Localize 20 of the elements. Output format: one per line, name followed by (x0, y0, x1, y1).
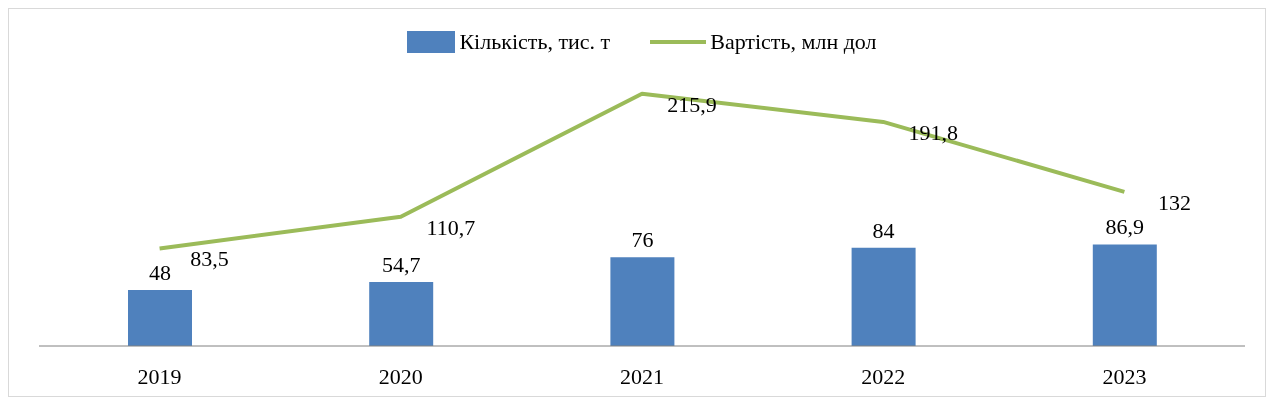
bar (128, 289, 192, 346)
x-tick-label: 2020 (378, 363, 423, 389)
bar (851, 247, 916, 346)
bar (610, 257, 675, 346)
bar (1092, 244, 1157, 346)
bar (369, 282, 434, 346)
legend-label: Вартість, млн дол (710, 29, 877, 55)
data-label: 86,9 (1105, 214, 1145, 240)
x-tick-label: 2019 (137, 363, 182, 389)
data-label: 83,5 (190, 246, 229, 272)
data-label: 54,7 (381, 252, 421, 278)
data-label: 110,7 (426, 214, 476, 240)
x-tick-label: 2022 (861, 363, 906, 389)
data-label: 48 (149, 259, 171, 285)
x-tick-label: 2023 (1102, 363, 1147, 389)
legend-label: Кількість, тис. т (459, 29, 611, 55)
data-label: 76 (631, 227, 654, 253)
data-label: 132 (1157, 189, 1191, 215)
x-tick-label: 2021 (620, 363, 664, 389)
data-label: 84 (872, 217, 895, 243)
